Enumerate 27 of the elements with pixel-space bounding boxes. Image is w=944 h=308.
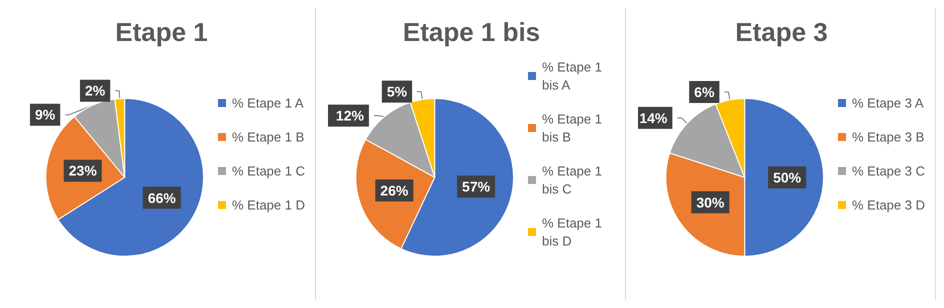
legend-label: % Etape 1 bis C xyxy=(542,164,606,196)
legend-label: % Etape 1 C xyxy=(232,164,305,178)
legend-label: % Etape 3 D xyxy=(852,198,925,212)
legend-label: % Etape 3 C xyxy=(852,164,925,178)
chart-title: Etape 1 xyxy=(115,17,208,47)
data-label: 50% xyxy=(773,169,802,186)
data-label: 5% xyxy=(386,84,408,100)
legend-label: % Etape 3 B xyxy=(852,130,924,144)
legend-label: % Etape 1 B xyxy=(232,130,304,144)
data-label: 57% xyxy=(462,178,491,195)
legend-label: % Etape 1 bis A xyxy=(542,60,606,92)
legend-label: % Etape 1 bis B xyxy=(542,112,606,144)
data-label: 23% xyxy=(68,162,98,179)
legend-label: % Etape 1 bis D xyxy=(542,216,606,248)
legend-label: % Etape 3 A xyxy=(852,96,924,110)
data-label: 2% xyxy=(84,82,106,99)
chart-title: Etape 3 xyxy=(735,17,828,47)
data-label: 9% xyxy=(34,106,56,123)
data-label: 6% xyxy=(694,84,715,100)
legend-label: % Etape 1 A xyxy=(232,96,304,110)
data-label: 14% xyxy=(639,110,668,126)
data-label: 26% xyxy=(380,182,409,198)
data-label: 30% xyxy=(696,194,725,210)
legend-label: % Etape 1 D xyxy=(232,198,305,212)
data-label: 66% xyxy=(148,190,176,206)
data-label: 12% xyxy=(336,108,364,124)
chart-title: Etape 1 bis xyxy=(402,17,540,47)
